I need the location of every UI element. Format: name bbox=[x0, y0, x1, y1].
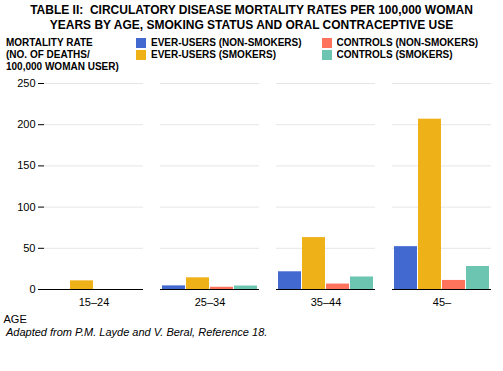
svg-text:45–: 45– bbox=[433, 296, 452, 308]
svg-text:AGE: AGE bbox=[4, 313, 27, 325]
html-text:CONTROLS (SMOKERS): CONTROLS (SMOKERS) bbox=[336, 49, 453, 60]
svg-text:0: 0 bbox=[29, 283, 35, 295]
svg-text:250: 250 bbox=[17, 77, 35, 89]
html-text:EVER-USERS (SMOKERS): EVER-USERS (SMOKERS) bbox=[151, 49, 276, 60]
svg-text:100: 100 bbox=[17, 201, 35, 213]
html-text:EVER-USERS (NON-SMOKERS): EVER-USERS (NON-SMOKERS) bbox=[151, 37, 302, 48]
svg-text:150: 150 bbox=[17, 159, 35, 171]
html-text:CONTROLS (NON-SMOKERS): CONTROLS (NON-SMOKERS) bbox=[336, 37, 479, 48]
svg-text:25–34: 25–34 bbox=[195, 296, 226, 308]
html-text:TABLE II: CIRCULATORY DISEASE: TABLE II: CIRCULATORY DISEASE MORTALITY … bbox=[30, 3, 473, 32]
svg-text:15–24: 15–24 bbox=[79, 296, 110, 308]
svg-text:200: 200 bbox=[17, 118, 35, 130]
svg-text:50: 50 bbox=[23, 242, 35, 254]
svg-text:35–44: 35–44 bbox=[311, 296, 342, 308]
html-text:MORTALITY RATE (NO. OF DEATHS/: MORTALITY RATE (NO. OF DEATHS/ 100,000 W… bbox=[6, 37, 119, 72]
html-text:Adapted from P.M. Layde and V.: Adapted from P.M. Layde and V. Beral, Re… bbox=[6, 326, 268, 338]
